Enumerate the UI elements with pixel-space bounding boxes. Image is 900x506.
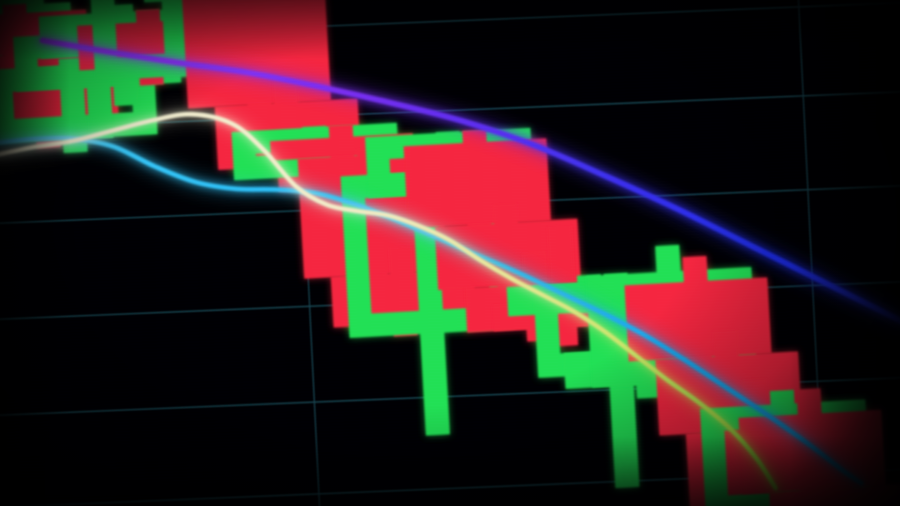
candle-body	[624, 277, 772, 362]
candle-body	[403, 138, 551, 229]
